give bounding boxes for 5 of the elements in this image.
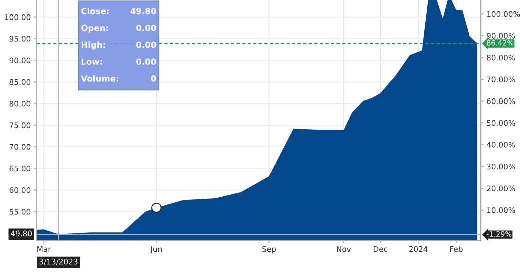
text: Low: 0.00 bbox=[82, 58, 156, 66]
text: Volume: 0 bbox=[81, 75, 156, 82]
text: Open: 0.00 bbox=[82, 25, 156, 33]
text: Close: 49.80 bbox=[82, 8, 156, 14]
text: High: 0.00 bbox=[82, 42, 156, 50]
